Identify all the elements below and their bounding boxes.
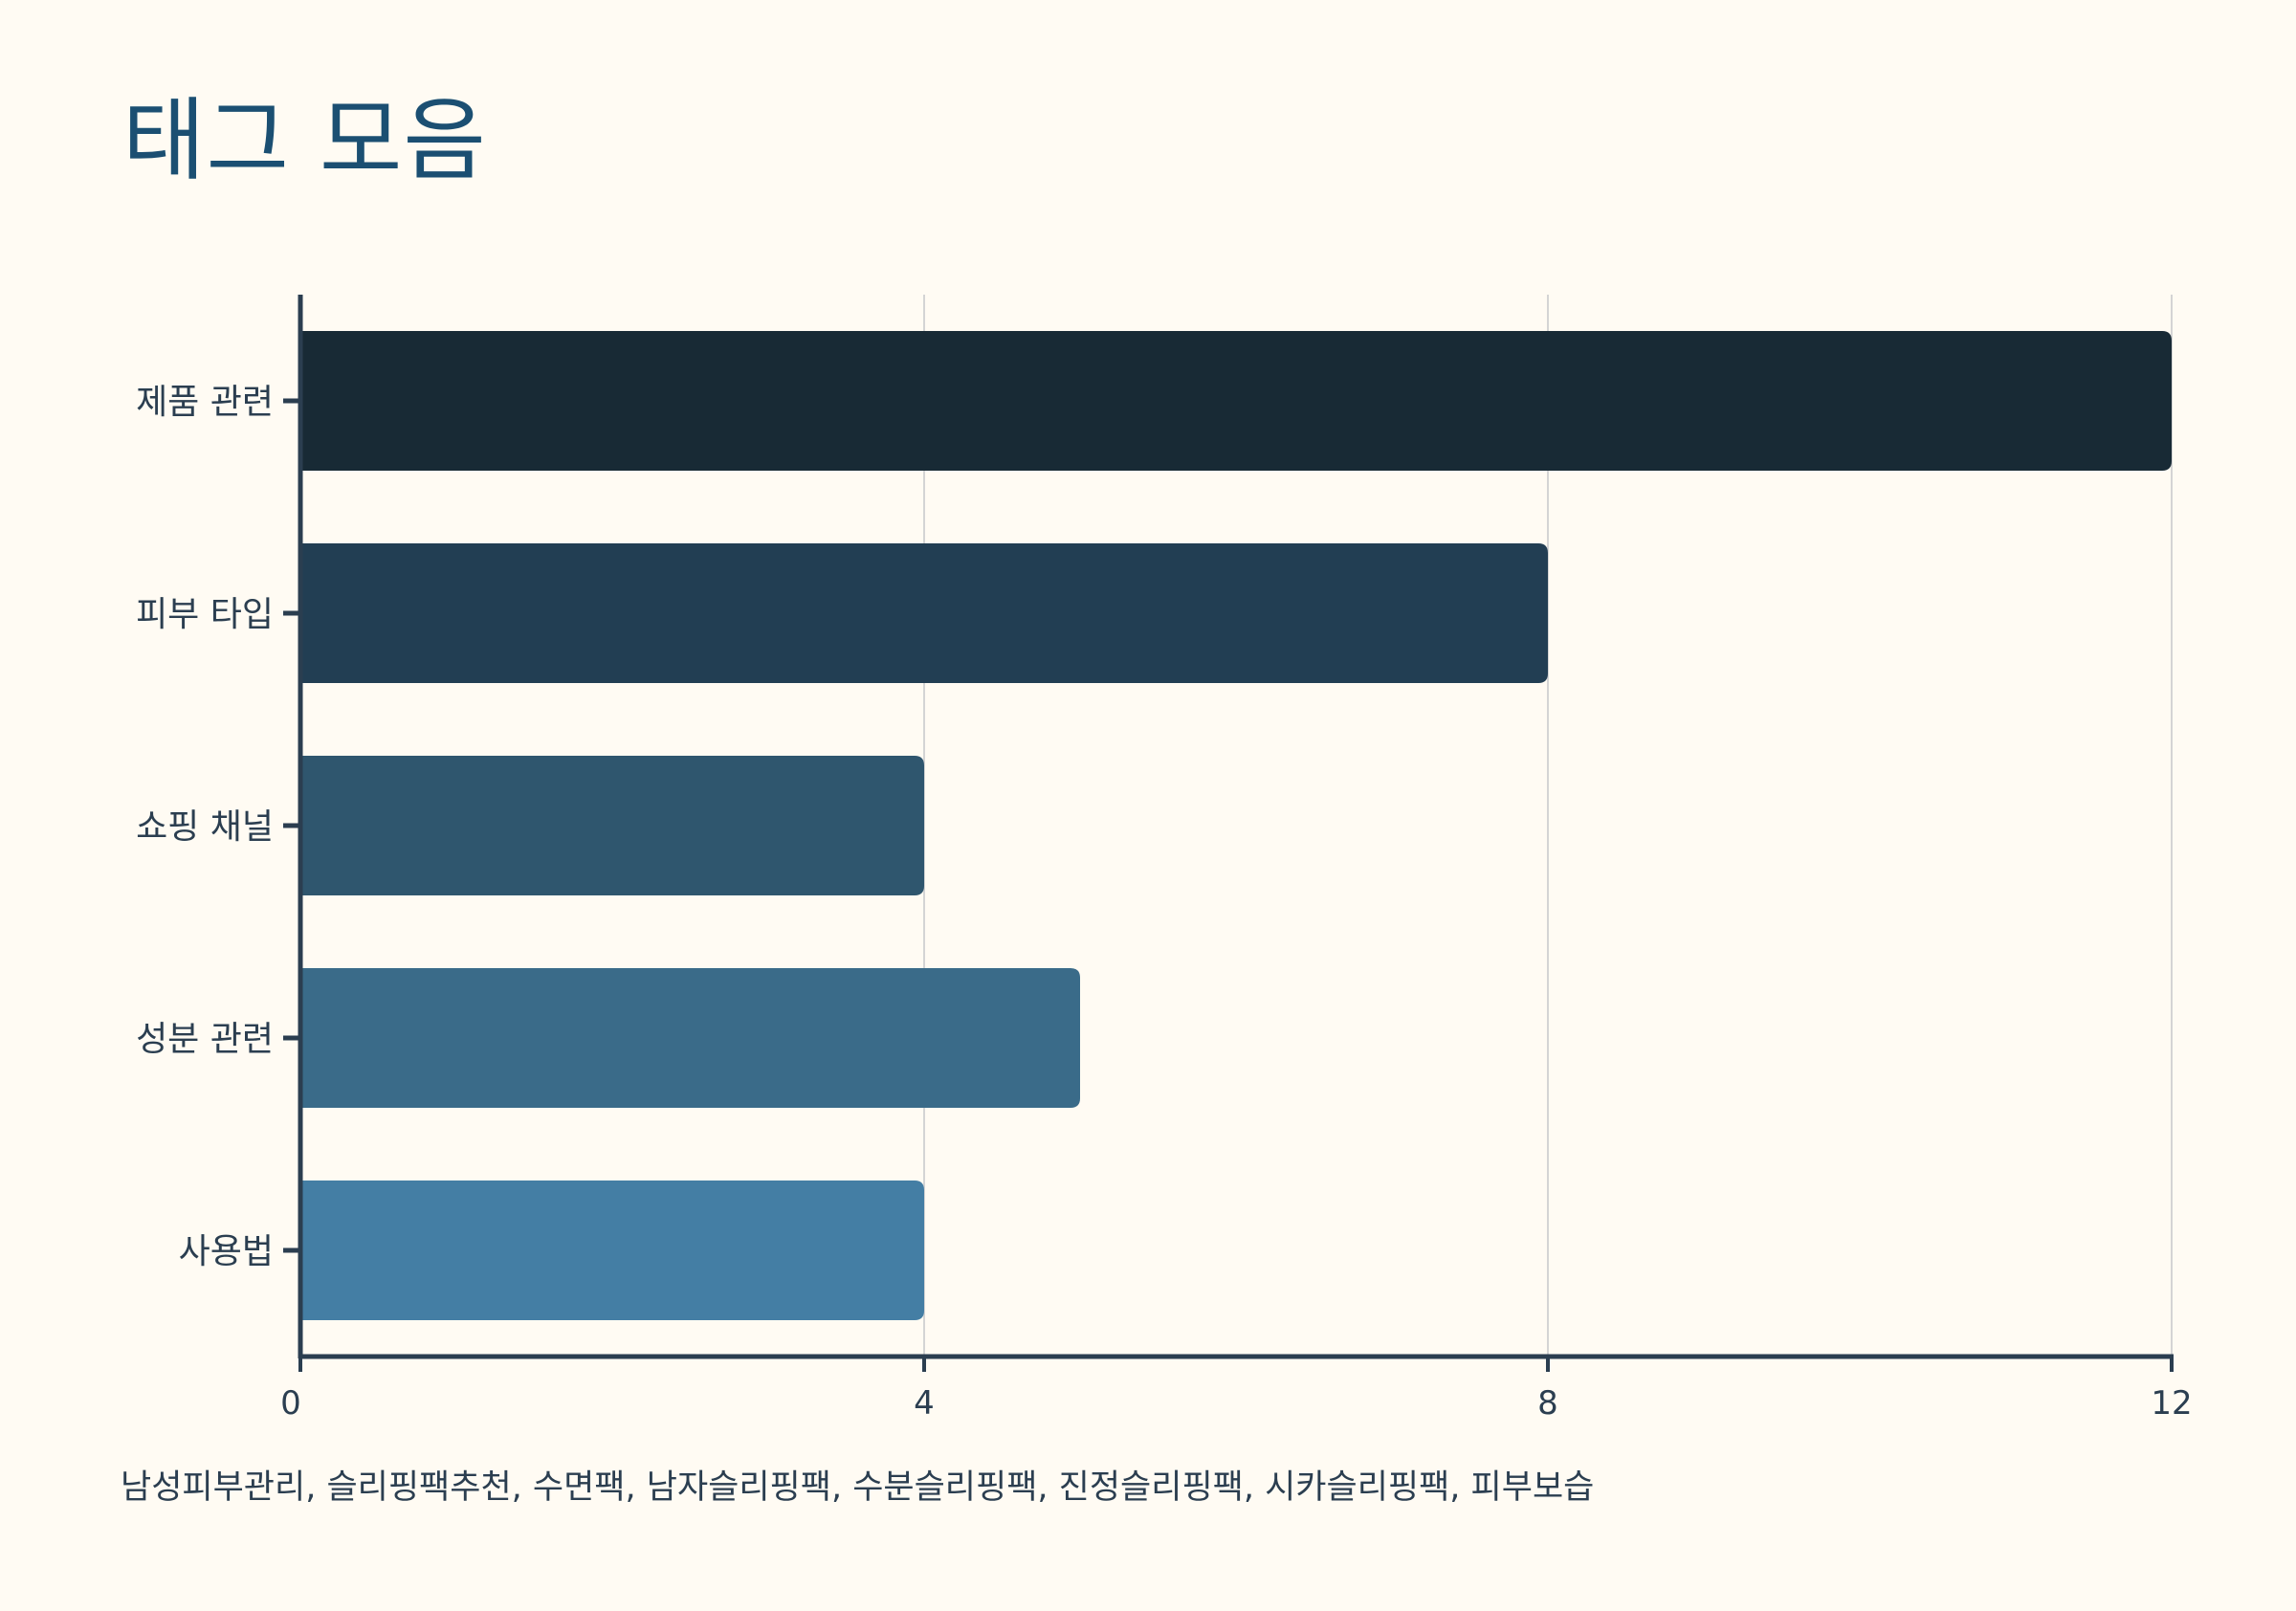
chart-title: 태그 모음 xyxy=(122,89,487,193)
tags-list: 남성피부관리, 슬리핑팩추천, 수면팩, 남자슬리핑팩, 수분슬리핑팩, 진정슬… xyxy=(121,1468,1595,1507)
bar xyxy=(300,968,1080,1108)
category-label: 성분 관련 xyxy=(136,1020,274,1059)
x-tick-label: 0 xyxy=(280,1384,301,1423)
bar xyxy=(300,1181,924,1320)
category-label: 쇼핑 채널 xyxy=(136,807,274,847)
category-label: 피부 타입 xyxy=(136,595,274,634)
axes xyxy=(283,295,2174,1372)
x-tick-label: 4 xyxy=(914,1384,935,1423)
bar xyxy=(300,331,2172,471)
bar xyxy=(300,543,1548,683)
category-label: 제품 관련 xyxy=(136,383,274,422)
x-tick-label: 8 xyxy=(1537,1384,1558,1423)
x-tick-label: 12 xyxy=(2151,1384,2192,1423)
bar xyxy=(300,756,924,895)
category-label: 사용법 xyxy=(179,1232,274,1271)
bars xyxy=(300,331,2172,1320)
